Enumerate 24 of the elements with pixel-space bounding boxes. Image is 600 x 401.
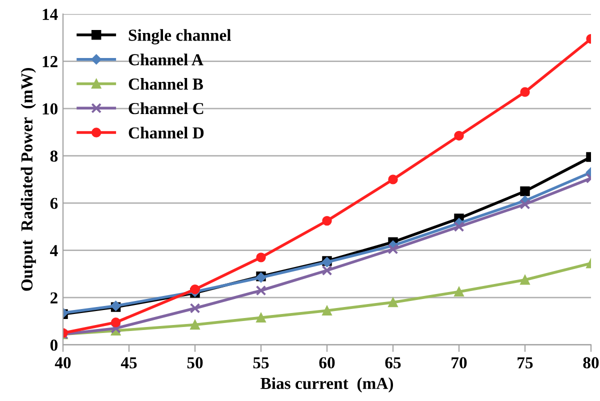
x-tick-label: 70 xyxy=(452,357,467,368)
legend-label: Channel D xyxy=(128,126,204,139)
x-tick-label: 65 xyxy=(385,357,401,368)
legend-label: Channel B xyxy=(128,78,204,90)
y-tick-label: 14 xyxy=(42,8,58,20)
y-tick-label: 10 xyxy=(42,103,58,115)
x-axis-title: Bias current (mA) xyxy=(260,377,394,392)
y-axis-title: Output Radiated Power (mW) xyxy=(20,68,36,291)
legend-label: Single channel xyxy=(128,29,231,44)
legend-label: Channel C xyxy=(128,102,204,114)
y-tick-label: 12 xyxy=(42,56,58,68)
x-tick-label: 40 xyxy=(54,357,71,368)
y-tick-label: 6 xyxy=(50,198,58,210)
x-tick-label: 45 xyxy=(120,357,137,368)
x-tick-label: 80 xyxy=(583,357,599,368)
y-tick-label: 4 xyxy=(50,245,58,256)
y-tick-label: 0 xyxy=(50,340,58,351)
x-tick-label: 60 xyxy=(319,357,335,368)
y-tick-label: 2 xyxy=(50,292,58,304)
x-tick-label: 50 xyxy=(187,357,203,368)
y-tick-label: 8 xyxy=(50,150,58,162)
legend-label: Channel A xyxy=(128,54,204,66)
x-tick-label: 75 xyxy=(518,357,533,368)
x-tick-label: 55 xyxy=(253,357,269,368)
